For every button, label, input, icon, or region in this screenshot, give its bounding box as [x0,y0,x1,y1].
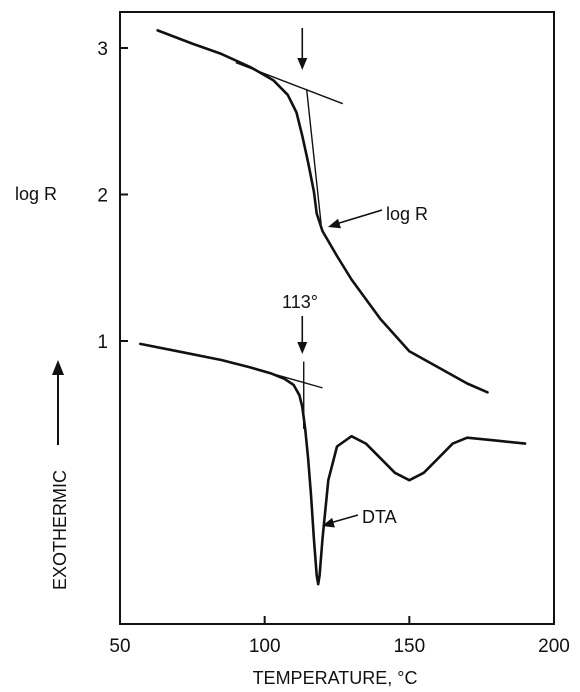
x-tick-label: 200 [538,636,570,657]
log-r-label-arrow-shaft [335,209,383,225]
plot-frame [119,11,555,625]
x-tick-label: 150 [393,636,425,657]
exothermic-label: EXOTHERMIC [50,470,70,590]
x-axis: 50 100 150 200 [109,616,570,657]
series-layer [139,29,527,586]
y-axis: 1 2 3 [97,39,128,353]
dta-curve-label: DTA [362,507,397,527]
dta-series-line [139,342,527,586]
x-axis-title: TEMPERATURE, °C [253,668,418,688]
y-axis-title: log R [15,184,57,204]
y-tick-label: 2 [97,186,108,207]
dta-upper-tangent [250,366,323,389]
dta-label-arrow-head [322,517,335,528]
annotation-layer: 113° log R DTA [235,28,428,528]
log-r-upper-tangent [235,61,344,105]
transition-temperature-label: 113° [282,292,318,312]
y-tick-label: 3 [97,39,108,60]
exothermic-arrow-head [52,360,64,375]
log-r-transition-arrow-head [297,58,308,70]
log-r-curve-label: log R [386,204,428,224]
x-tick-label: 100 [249,636,281,657]
dta-label-arrow-shaft [329,514,359,524]
log-r-label-arrow-head [328,218,341,229]
exothermic-indicator: EXOTHERMIC [50,360,70,590]
y-tick-label: 1 [97,332,108,353]
log-r-series-line [156,29,489,394]
x-tick-label: 50 [109,636,130,657]
log-r-steep-tangent [305,88,322,224]
dta-transition-arrow-head [297,342,308,354]
